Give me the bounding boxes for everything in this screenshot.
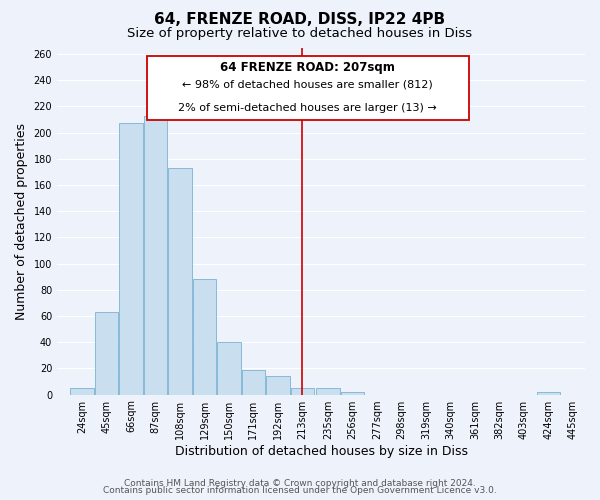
Y-axis label: Number of detached properties: Number of detached properties [15,122,28,320]
Bar [266,376,290,394]
Bar [144,116,167,394]
Bar [290,388,314,394]
Text: ← 98% of detached houses are smaller (812): ← 98% of detached houses are smaller (81… [182,80,433,90]
Bar [95,312,118,394]
Text: 64, FRENZE ROAD, DISS, IP22 4PB: 64, FRENZE ROAD, DISS, IP22 4PB [154,12,446,28]
FancyBboxPatch shape [147,56,469,120]
Bar [316,388,340,394]
X-axis label: Distribution of detached houses by size in Diss: Distribution of detached houses by size … [175,444,467,458]
Text: Size of property relative to detached houses in Diss: Size of property relative to detached ho… [127,28,473,40]
Bar [168,168,192,394]
Bar [193,280,216,394]
Text: Contains public sector information licensed under the Open Government Licence v3: Contains public sector information licen… [103,486,497,495]
Text: Contains HM Land Registry data © Crown copyright and database right 2024.: Contains HM Land Registry data © Crown c… [124,478,476,488]
Bar [70,388,94,394]
Text: 64 FRENZE ROAD: 207sqm: 64 FRENZE ROAD: 207sqm [220,62,395,74]
Bar [536,392,560,394]
Bar [217,342,241,394]
Bar [341,392,364,394]
Bar [119,124,143,394]
Text: 2% of semi-detached houses are larger (13) →: 2% of semi-detached houses are larger (1… [178,102,437,113]
Bar [242,370,265,394]
